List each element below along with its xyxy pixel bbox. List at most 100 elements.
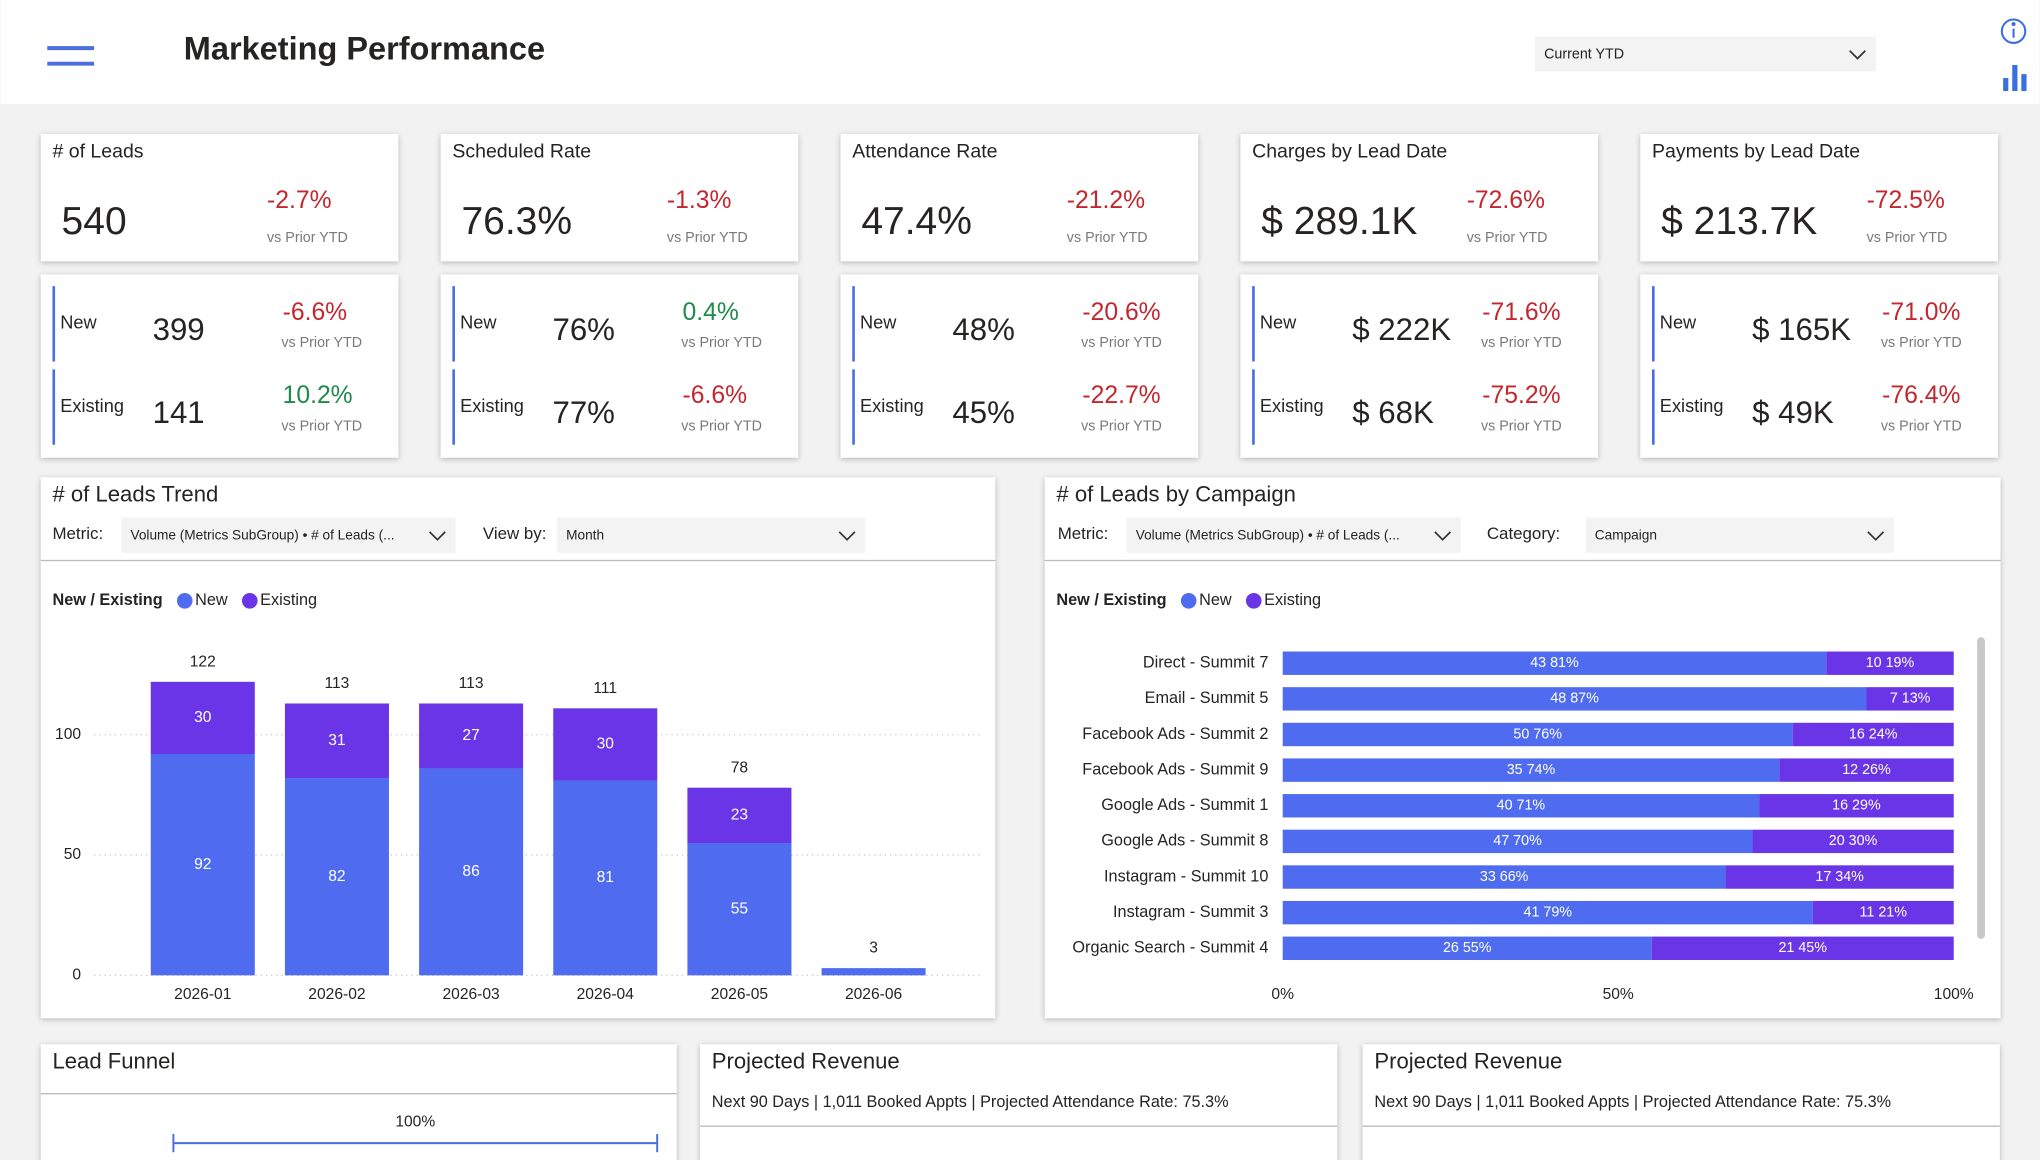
funnel-label: 100% <box>395 1113 435 1130</box>
segment-label: 30 <box>597 736 615 753</box>
control-label: Metric: <box>1058 524 1109 543</box>
legend-label: Existing <box>1264 591 1321 609</box>
legend-swatch <box>241 593 258 609</box>
control-value: Volume (Metrics SubGroup) • # of Leads (… <box>1136 527 1400 542</box>
bar-segment <box>1866 687 1954 711</box>
segment-label: 92 <box>194 856 211 873</box>
category-label: Instagram - Summit 10 <box>1104 867 1268 885</box>
category-label: Facebook Ads - Summit 2 <box>1082 725 1268 743</box>
legend-label: Existing <box>260 591 317 609</box>
segment-label: 40 71% <box>1497 798 1546 814</box>
dropdown-box <box>1534 36 1876 72</box>
segment-label: 12 26% <box>1842 762 1891 778</box>
revenue-card <box>1362 1044 2000 1160</box>
row-compare: vs Prior YTD <box>1081 335 1162 351</box>
icon-bar <box>2003 78 2009 92</box>
chevron <box>1849 50 1866 60</box>
kpi-title: # of Leads <box>52 140 143 162</box>
menu-button[interactable] <box>47 46 95 66</box>
legend-title: New / Existing <box>1056 591 1166 609</box>
bar-segment <box>419 768 524 976</box>
y-tick-label: 50 <box>64 846 82 863</box>
segment-label: 20 30% <box>1829 833 1878 849</box>
bar-segment <box>1651 936 1954 960</box>
category-label: Google Ads - Summit 1 <box>1101 796 1268 814</box>
bar-segment <box>150 754 255 976</box>
control-box[interactable] <box>121 517 456 553</box>
row-value: 399 <box>153 312 205 347</box>
row-label: New <box>1260 313 1297 333</box>
segment-label: 55 <box>731 900 749 917</box>
row-compare: vs Prior YTD <box>1481 335 1562 351</box>
kpi-compare: vs Prior YTD <box>1467 230 1548 246</box>
kpi-card <box>1640 133 1998 262</box>
legend-title: New / Existing <box>52 591 162 609</box>
category-label: Facebook Ads - Summit 9 <box>1082 760 1268 778</box>
kpi-card <box>40 133 399 262</box>
row-label: New <box>460 313 497 333</box>
x-tick-label: 2026-03 <box>442 986 499 1003</box>
control-box[interactable] <box>1585 517 1894 553</box>
bar-segment <box>687 787 792 844</box>
chevron <box>1434 531 1452 541</box>
kpi-change: -21.2% <box>1067 187 1145 214</box>
period-dropdown[interactable]: Current YTD <box>1534 36 1876 72</box>
legend-label: New <box>1199 591 1232 609</box>
control-box[interactable] <box>557 517 866 553</box>
bar-segment <box>1282 758 1780 782</box>
kpi-title: Payments by Lead Date <box>1652 140 1860 162</box>
control-value: Month <box>566 527 604 542</box>
row-compare: vs Prior YTD <box>681 335 762 351</box>
row-label: Existing <box>60 396 124 416</box>
y-tick-label: 0 <box>72 966 81 983</box>
kpi-change: -1.3% <box>667 187 732 214</box>
funnel-title: Lead Funnel <box>52 1048 175 1073</box>
control-box[interactable] <box>1126 517 1461 553</box>
legend-label: New <box>195 591 228 609</box>
chevron <box>1867 531 1885 541</box>
segment-label: 7 13% <box>1890 691 1931 707</box>
bar-segment <box>1792 722 1954 747</box>
row-compare: vs Prior YTD <box>681 418 762 434</box>
segment-label: 47 70% <box>1493 833 1542 849</box>
bar-segment <box>1282 936 1652 960</box>
bar-segment <box>1759 794 1954 818</box>
bar-segment <box>150 681 255 754</box>
row-value: $ 68K <box>1352 395 1434 430</box>
row-change: -71.0% <box>1882 299 1960 326</box>
segment-label: 23 <box>731 806 748 823</box>
revenue-title: Projected Revenue <box>712 1048 900 1073</box>
x-tick-label: 100% <box>1934 986 1974 1003</box>
info-icon[interactable] <box>2000 18 2027 44</box>
bar-segment <box>284 703 389 779</box>
segment-label: 48 87% <box>1550 691 1599 707</box>
segment-label: 16 29% <box>1832 798 1881 814</box>
row-compare: vs Prior YTD <box>1881 335 1962 351</box>
category-label: Direct - Summit 7 <box>1143 654 1269 672</box>
control-label: Metric: <box>52 524 103 543</box>
control-label: Category: <box>1487 524 1560 543</box>
x-tick-label: 2026-06 <box>845 986 902 1003</box>
segment-label: 11 21% <box>1860 904 1908 920</box>
kpi-value: 76.3% <box>461 200 572 243</box>
control-label: View by: <box>483 524 547 543</box>
segment-label: 41 79% <box>1523 904 1572 920</box>
chevron <box>838 531 856 541</box>
chart-icon[interactable] <box>2003 65 2027 92</box>
row-value: 45% <box>952 395 1014 430</box>
total-label: 113 <box>325 675 350 692</box>
bar-segment <box>553 708 658 781</box>
bar-segment <box>1282 900 1813 925</box>
x-tick-label: 50% <box>1603 986 1634 1003</box>
revenue-title: Projected Revenue <box>1374 1048 1562 1073</box>
bar-segment <box>1282 722 1793 747</box>
icon-bar <box>2021 74 2027 92</box>
scrollbar[interactable] <box>1977 637 1985 939</box>
control-value: Volume (Metrics SubGroup) • # of Leads (… <box>130 527 394 542</box>
icon-dot <box>2011 21 2016 27</box>
x-tick-label: 2026-05 <box>711 986 769 1003</box>
control-value: Campaign <box>1595 527 1657 542</box>
kpi-value: $ 213.7K <box>1661 200 1817 243</box>
bar-segment <box>284 778 389 976</box>
segment-label: 43 81% <box>1530 655 1579 671</box>
